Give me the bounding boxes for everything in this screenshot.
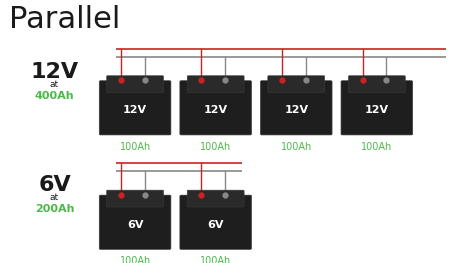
Text: 12V: 12V [30, 62, 79, 82]
Text: 200Ah: 200Ah [35, 204, 74, 214]
Text: 100Ah: 100Ah [119, 142, 151, 152]
FancyBboxPatch shape [187, 76, 244, 93]
FancyBboxPatch shape [348, 76, 405, 93]
Text: 12V: 12V [204, 105, 228, 115]
Text: 6V: 6V [127, 220, 143, 230]
Text: Parallel: Parallel [9, 5, 121, 34]
FancyBboxPatch shape [261, 81, 332, 135]
Text: 100Ah: 100Ah [361, 142, 392, 152]
Text: 6V: 6V [38, 175, 71, 195]
FancyBboxPatch shape [107, 190, 164, 207]
Text: 100Ah: 100Ah [281, 142, 312, 152]
Text: at: at [50, 80, 59, 89]
FancyBboxPatch shape [341, 81, 412, 135]
FancyBboxPatch shape [268, 76, 325, 93]
FancyBboxPatch shape [99, 81, 171, 135]
Text: 100Ah: 100Ah [200, 256, 231, 263]
FancyBboxPatch shape [180, 81, 251, 135]
Text: 12V: 12V [365, 105, 389, 115]
Text: 100Ah: 100Ah [119, 256, 151, 263]
FancyBboxPatch shape [180, 195, 251, 249]
Text: 400Ah: 400Ah [35, 91, 74, 101]
FancyBboxPatch shape [107, 76, 164, 93]
FancyBboxPatch shape [99, 195, 171, 249]
FancyBboxPatch shape [187, 190, 244, 207]
Text: 12V: 12V [284, 105, 308, 115]
Text: 6V: 6V [208, 220, 224, 230]
Text: at: at [50, 193, 59, 202]
Text: 100Ah: 100Ah [200, 142, 231, 152]
Text: 12V: 12V [123, 105, 147, 115]
